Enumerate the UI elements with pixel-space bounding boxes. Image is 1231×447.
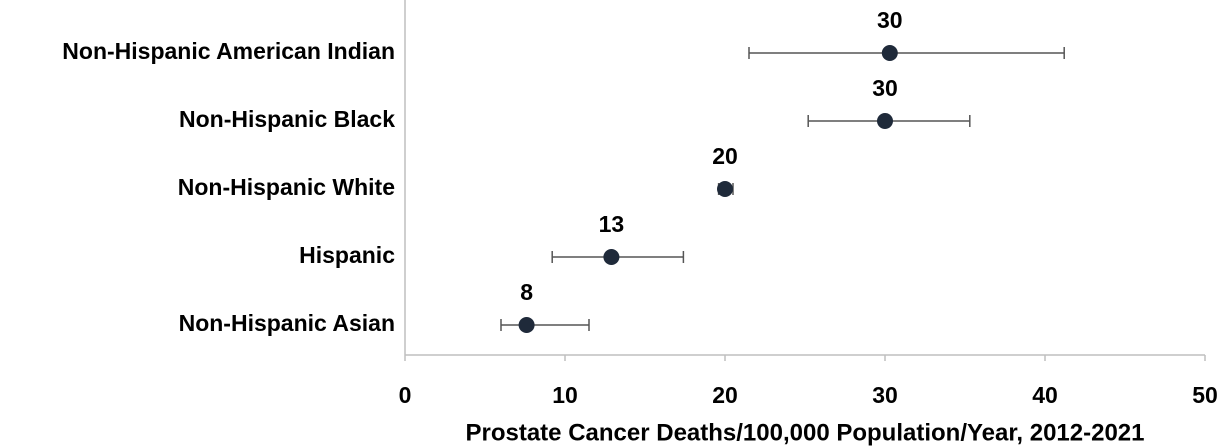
x-tick-label: 30 <box>872 382 898 408</box>
y-tick-label: Non-Hispanic White <box>178 174 395 200</box>
value-label: 30 <box>877 7 903 33</box>
value-label: 30 <box>872 75 898 101</box>
dot <box>717 181 733 197</box>
x-tick-label: 10 <box>552 382 578 408</box>
dot <box>603 249 620 265</box>
x-tick-label: 0 <box>399 382 412 408</box>
y-tick-label: Non-Hispanic American Indian <box>62 38 395 64</box>
value-label: 13 <box>599 211 625 237</box>
dot <box>877 113 893 129</box>
dot <box>881 45 898 61</box>
y-tick-label: Non-Hispanic Asian <box>179 310 395 336</box>
x-axis-title: Prostate Cancer Deaths/100,000 Populatio… <box>465 419 1144 446</box>
x-tick-label: 50 <box>1192 382 1218 408</box>
dot <box>518 317 535 333</box>
y-tick-label: Non-Hispanic Black <box>179 106 395 132</box>
y-tick-label: Hispanic <box>299 242 395 268</box>
x-tick-label: 40 <box>1032 382 1058 408</box>
x-tick-label: 20 <box>712 382 738 408</box>
value-label: 20 <box>712 143 738 169</box>
value-label: 8 <box>520 279 533 305</box>
